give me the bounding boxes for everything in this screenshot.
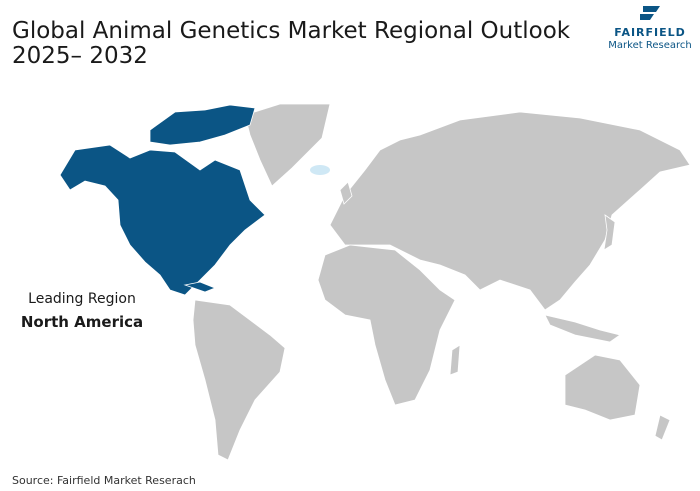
title-line: Global Animal Genetics Market Regional O… (12, 18, 571, 44)
uk (339, 181, 353, 205)
madagascar (449, 344, 461, 376)
caribbean (183, 281, 217, 293)
leading-label: Leading Region (28, 291, 136, 307)
indonesia (544, 314, 621, 343)
africa (317, 244, 456, 406)
north-america (59, 144, 266, 296)
world-map (59, 103, 691, 461)
iceland (310, 165, 330, 175)
japan (603, 214, 616, 251)
title-line: 2025– 2032 (12, 43, 148, 69)
logo-brand: FAIRFIELD (614, 26, 686, 39)
logo-mark (640, 6, 660, 20)
new-zealand (654, 414, 671, 441)
logo: FAIRFIELD Market Research (608, 6, 692, 51)
south-america (192, 299, 286, 461)
logo-tagline: Market Research (608, 40, 691, 51)
arctic-islands (149, 104, 256, 146)
greenland (244, 103, 331, 187)
source: Source: Fairfield Market Reserach (12, 474, 196, 487)
leading-region: North America (21, 313, 143, 331)
australia (564, 354, 641, 421)
